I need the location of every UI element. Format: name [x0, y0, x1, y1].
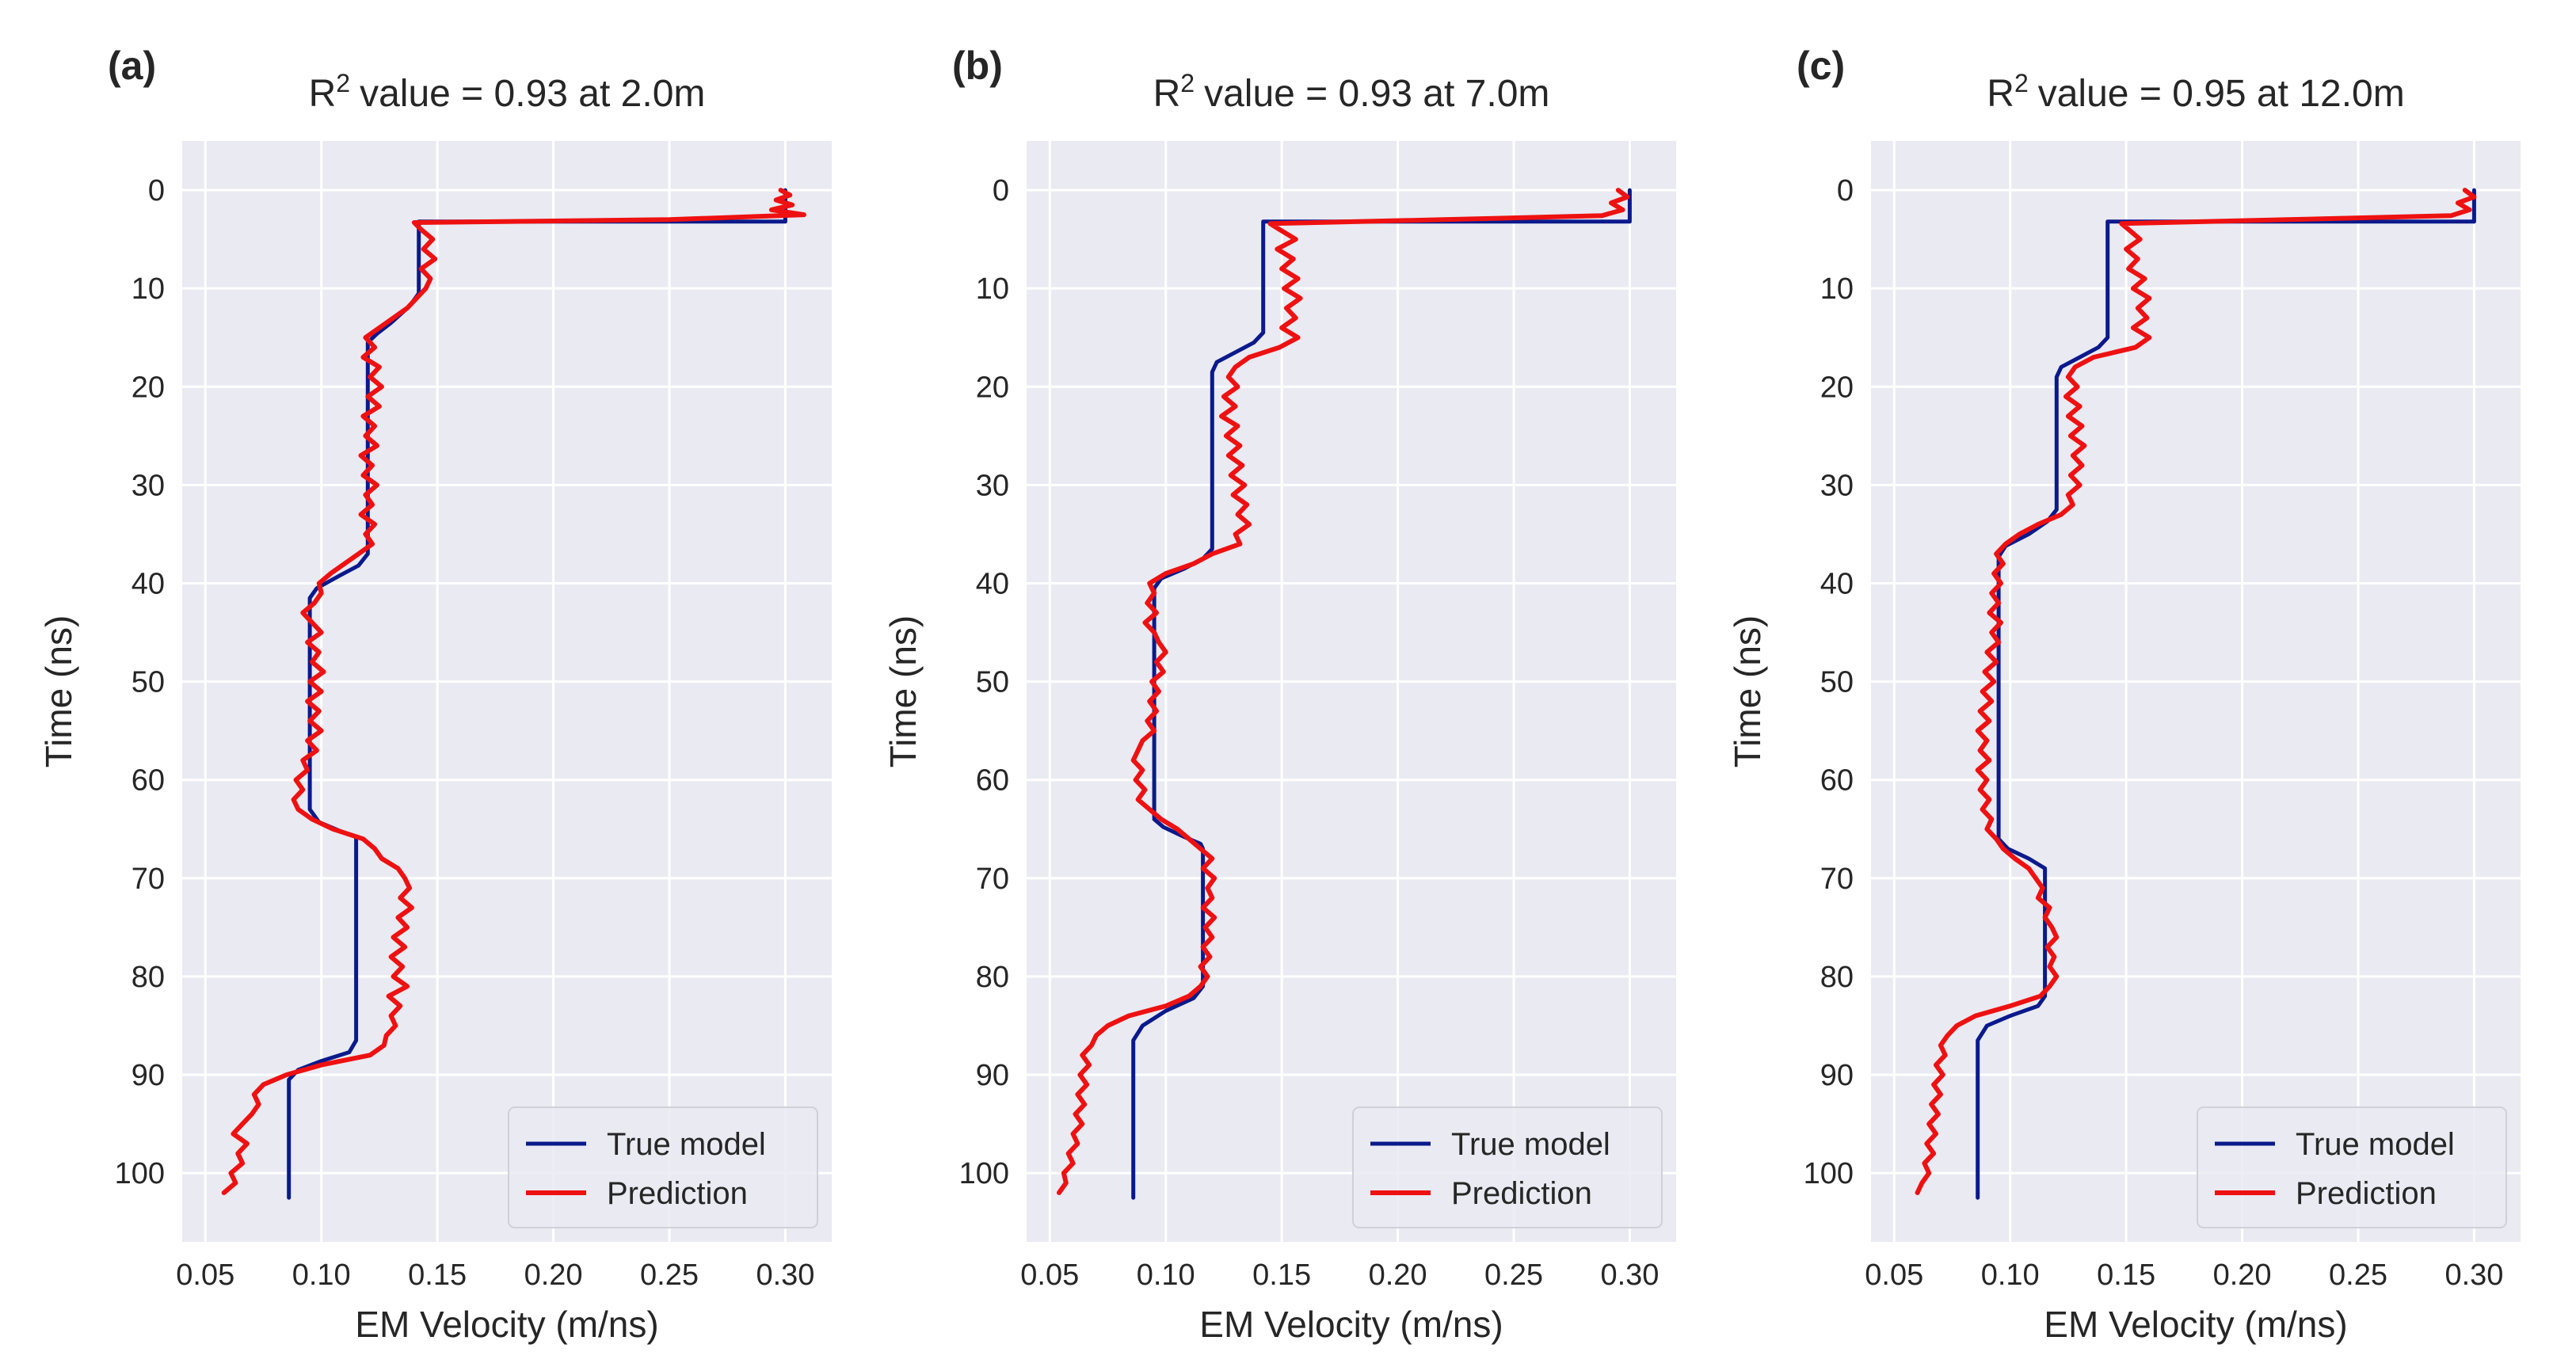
- x-tick-label: 0.15: [1252, 1259, 1311, 1292]
- y-tick-label: 30: [1820, 469, 1854, 502]
- x-axis-label: EM Velocity (m/ns): [2044, 1304, 2347, 1345]
- y-tick-label: 70: [1820, 863, 1854, 896]
- chart-title: R2 value = 0.93 at 7.0m: [1153, 69, 1550, 115]
- y-tick-label: 10: [1820, 272, 1854, 306]
- y-tick-label: 0: [148, 174, 165, 208]
- legend-label-prediction: Prediction: [1451, 1176, 1592, 1211]
- x-tick-label: 0.20: [1369, 1259, 1427, 1292]
- x-axis-label: EM Velocity (m/ns): [355, 1304, 658, 1345]
- panel-label: (b): [952, 44, 1003, 88]
- x-tick-label: 0.05: [1865, 1259, 1923, 1292]
- legend-label-true-model: True model: [1451, 1127, 1610, 1162]
- y-tick-label: 70: [131, 863, 165, 896]
- y-axis-label: Time (ns): [882, 615, 924, 768]
- chart-title: R2 value = 0.93 at 2.0m: [309, 69, 706, 115]
- x-tick-label: 0.30: [756, 1259, 814, 1292]
- x-tick-label: 0.05: [1020, 1259, 1079, 1292]
- y-tick-label: 60: [1820, 764, 1854, 798]
- y-tick-label: 80: [131, 961, 165, 994]
- x-tick-label: 0.25: [1484, 1259, 1543, 1292]
- legend-label-true-model: True model: [607, 1127, 766, 1162]
- y-tick-label: 20: [976, 371, 1009, 404]
- true-model-line: [1131, 188, 1632, 1200]
- prediction-line: [1057, 188, 1630, 1195]
- y-tick-label: 30: [976, 469, 1009, 502]
- y-tick-label: 90: [131, 1059, 165, 1092]
- y-tick-label: 60: [976, 764, 1009, 798]
- x-tick-label: 0.30: [2445, 1259, 2503, 1292]
- legend-label-prediction: Prediction: [607, 1176, 748, 1211]
- x-tick-label: 0.15: [2097, 1259, 2155, 1292]
- y-tick-label: 40: [976, 567, 1009, 600]
- y-axis-label: Time (ns): [38, 615, 79, 768]
- chart-title: R2 value = 0.95 at 12.0m: [1987, 69, 2404, 115]
- y-tick-label: 20: [131, 371, 165, 404]
- x-tick-label: 0.10: [1981, 1259, 2040, 1292]
- x-tick-label: 0.15: [408, 1259, 467, 1292]
- y-tick-label: 50: [1820, 666, 1854, 699]
- title-text: value = 0.95 at 12.0m: [2038, 73, 2405, 115]
- y-tick-label: 50: [131, 666, 165, 699]
- legend-label-prediction: Prediction: [2296, 1176, 2437, 1211]
- chart-panel-1: 0.05 0.10 0.15 0.20 0.25 0.30 0 10 20 30 40 50 60 70 8…: [38, 44, 832, 1345]
- y-tick-label: 100: [1804, 1157, 1854, 1190]
- x-tick-label: 0.20: [524, 1259, 583, 1292]
- title-superscript: 2: [336, 69, 350, 97]
- title-text: value = 0.93 at 2.0m: [360, 73, 705, 115]
- y-tick-label: 90: [976, 1059, 1009, 1092]
- y-axis-label: Time (ns): [1727, 615, 1768, 768]
- y-tick-label: 0: [993, 174, 1009, 208]
- y-tick-label: 50: [976, 666, 1009, 699]
- y-tick-label: 40: [131, 567, 165, 600]
- legend-box: [1352, 1106, 1663, 1228]
- y-tick-label: 10: [131, 272, 165, 306]
- title-superscript: 2: [1180, 69, 1195, 97]
- y-tick-label: 10: [976, 272, 1009, 306]
- title-symbol: R: [1987, 73, 2014, 115]
- plot-area: [1871, 141, 2521, 1242]
- x-tick-label: 0.20: [2213, 1259, 2272, 1292]
- panel-label: (a): [108, 44, 156, 88]
- title-superscript: 2: [2014, 69, 2029, 97]
- x-tick-label: 0.30: [1600, 1259, 1659, 1292]
- title-text: value = 0.93 at 7.0m: [1204, 73, 1549, 115]
- x-tick-label: 0.10: [1137, 1259, 1195, 1292]
- legend-label-true-model: True model: [2296, 1127, 2455, 1162]
- y-tick-label: 60: [131, 764, 165, 798]
- chart-panel-3: 0.05 0.10 0.15 0.20 0.25 0.30 0 10 20 30 40 50 60 70 8…: [1727, 44, 2521, 1345]
- prediction-line: [221, 188, 806, 1195]
- x-tick-label: 0.25: [2329, 1259, 2387, 1292]
- plot-area: [182, 141, 832, 1242]
- chart-panel-2: 0.05 0.10 0.15 0.20 0.25 0.30 0 10 20 30 40 50 60 70 8…: [882, 44, 1676, 1345]
- y-tick-label: 100: [115, 1157, 165, 1190]
- y-tick-label: 20: [1820, 371, 1854, 404]
- y-tick-label: 40: [1820, 567, 1854, 600]
- title-symbol: R: [309, 73, 337, 115]
- legend: True model Prediction: [1352, 1106, 1663, 1228]
- title-symbol: R: [1153, 73, 1181, 115]
- legend: True model Prediction: [2197, 1106, 2507, 1228]
- legend: True model Prediction: [508, 1106, 818, 1228]
- y-tick-label: 90: [1820, 1059, 1854, 1092]
- plot-area: [1027, 141, 1676, 1242]
- x-tick-label: 0.05: [176, 1259, 234, 1292]
- y-tick-label: 0: [1837, 174, 1854, 208]
- y-tick-label: 70: [976, 863, 1009, 896]
- x-tick-label: 0.25: [640, 1259, 699, 1292]
- y-tick-label: 30: [131, 469, 165, 502]
- prediction-line: [1915, 188, 2477, 1195]
- y-tick-label: 80: [976, 961, 1009, 994]
- x-tick-label: 0.10: [292, 1259, 351, 1292]
- x-axis-label: EM Velocity (m/ns): [1199, 1304, 1503, 1345]
- panel-label: (c): [1797, 44, 1845, 88]
- legend-box: [2197, 1106, 2507, 1228]
- legend-box: [508, 1106, 818, 1228]
- y-tick-label: 100: [959, 1157, 1009, 1190]
- y-tick-label: 80: [1820, 961, 1854, 994]
